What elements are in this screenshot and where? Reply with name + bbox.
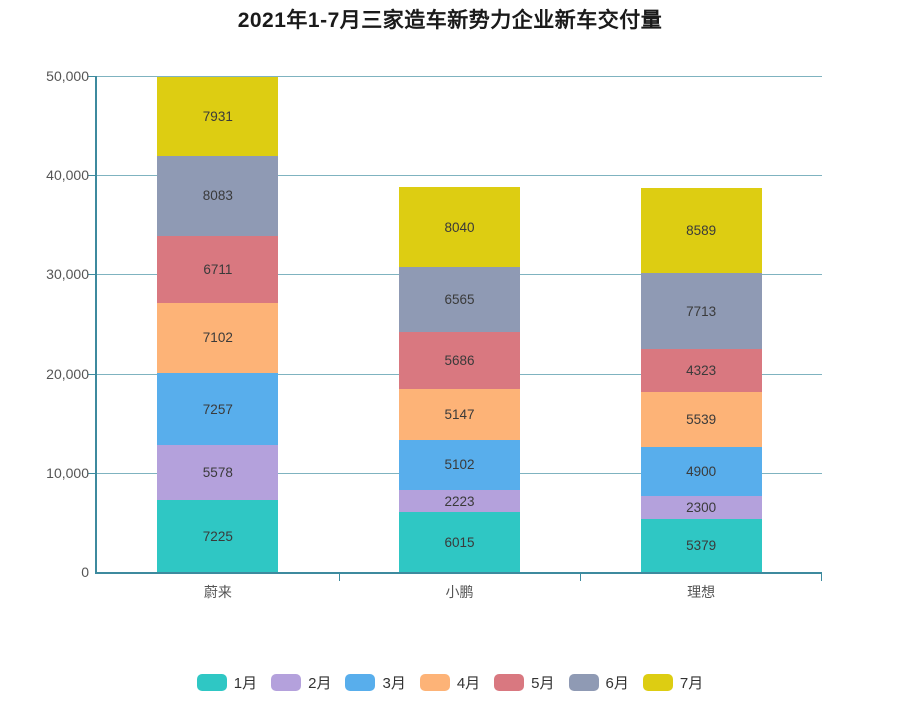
legend-label: 1月 <box>233 675 258 692</box>
segment-理想-7月: 8589 <box>640 187 762 273</box>
legend-swatch-icon <box>642 674 673 691</box>
legend-item-5月: 5月 <box>494 672 555 693</box>
y-axis-label: 50,000 <box>46 68 89 84</box>
legend-item-3月: 3月 <box>345 672 406 693</box>
segment-小鹏-6月: 6565 <box>399 267 520 333</box>
segment-蔚来-2月: 5578 <box>157 445 279 501</box>
legend-swatch-icon <box>494 674 525 691</box>
segment-小鹏-5月: 5686 <box>399 332 520 389</box>
segment-理想-3月: 4900 <box>640 447 762 496</box>
x-axis-tick <box>338 574 340 581</box>
legend: 1月 2月 3月 4月 5月 6月 7月 <box>0 672 900 693</box>
legend-item-1月: 1月 <box>196 672 258 693</box>
plot-area: 0 10,000 20,000 30,000 40,000 50,000 7225 5578 7… <box>46 68 822 600</box>
legend-label: 5月 <box>531 675 555 692</box>
x-axis-label-小鹏: 小鹏 <box>445 584 474 600</box>
y-axis-label: 20,000 <box>46 365 89 382</box>
segment-小鹏-4月: 5147 <box>399 388 520 440</box>
legend-item-6月: 6月 <box>568 672 629 693</box>
segment-理想-5月: 4323 <box>640 349 762 393</box>
x-axis-tick <box>821 574 822 581</box>
segment-小鹏-3月: 5102 <box>399 439 520 491</box>
segment-理想-6月: 7713 <box>640 272 762 350</box>
y-axis-tick <box>88 472 95 474</box>
legend-swatch-icon <box>419 674 450 691</box>
legend-label: 3月 <box>382 675 406 692</box>
y-axis-label: 0 <box>81 564 89 580</box>
legend-swatch-icon <box>568 674 599 691</box>
y-axis-label: 10,000 <box>46 464 89 481</box>
legend-swatch-icon <box>196 674 227 691</box>
segment-蔚来-1月: 7225 <box>157 500 279 572</box>
segment-蔚来-3月: 7257 <box>157 373 279 445</box>
legend-swatch-icon <box>271 674 302 691</box>
segment-蔚来-5月: 6711 <box>157 236 279 303</box>
legend-label: 4月 <box>456 675 481 692</box>
bar-理想: 5379 2300 4900 5539 4323 7713 8589 <box>640 187 762 572</box>
x-axis-tick <box>580 574 582 581</box>
chart-title: 2021年1-7月三家造车新势力企业新车交付量 <box>237 9 663 32</box>
segment-小鹏-7月: 8040 <box>399 187 520 268</box>
y-axis-label: 30,000 <box>46 266 89 283</box>
legend-label: 2月 <box>308 675 332 692</box>
y-axis-tick <box>88 274 95 276</box>
legend-item-2月: 2月 <box>271 672 331 693</box>
y-axis-tick <box>88 76 95 77</box>
segment-小鹏-1月: 6015 <box>399 512 520 572</box>
y-axis-tick <box>88 175 95 177</box>
legend-item-4月: 4月 <box>419 672 481 693</box>
gridline-40000 <box>97 175 822 177</box>
segment-蔚来-6月: 8083 <box>157 155 279 237</box>
segment-理想-1月: 5379 <box>640 518 762 572</box>
bar-蔚来: 7225 5578 7257 7102 6711 8083 7931 <box>157 77 279 572</box>
legend-item-7月: 7月 <box>642 672 704 693</box>
segment-小鹏-2月: 2223 <box>399 490 520 513</box>
bar-小鹏: 6015 2223 5102 5147 5686 6565 8040 <box>399 187 520 572</box>
segment-蔚来-4月: 7102 <box>157 302 279 374</box>
segment-理想-2月: 2300 <box>640 495 762 519</box>
segment-蔚来-7月: 7931 <box>157 77 279 156</box>
y-axis-tick <box>88 373 95 375</box>
y-axis-label: 40,000 <box>46 167 89 184</box>
segment-理想-4月: 5539 <box>640 392 762 448</box>
x-axis-label-蔚来: 蔚来 <box>203 584 232 600</box>
legend-swatch-icon <box>345 674 376 691</box>
legend-label: 7月 <box>679 675 704 692</box>
legend-label: 6月 <box>605 675 629 692</box>
x-axis-label-理想: 理想 <box>687 584 716 600</box>
gridline-50000 <box>97 76 822 77</box>
